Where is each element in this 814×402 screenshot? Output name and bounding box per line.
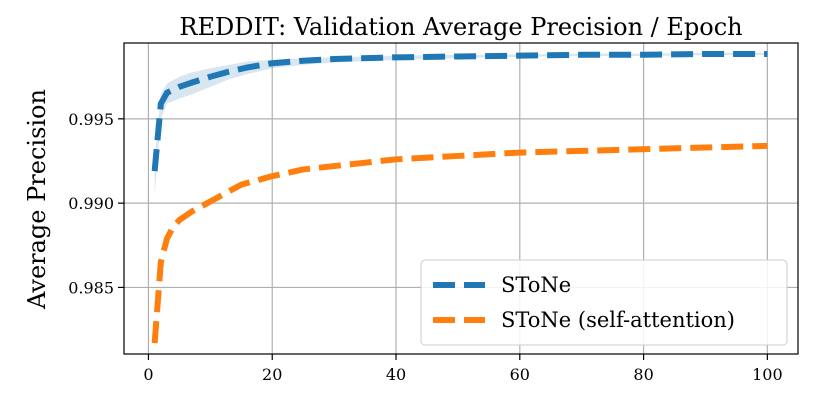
- x-tick-label: 60: [510, 365, 530, 384]
- legend-box: [420, 259, 788, 346]
- x-tick-label: 0: [143, 365, 153, 384]
- x-tick-label: 100: [752, 365, 783, 384]
- y-axis-label: Average Precision: [23, 89, 51, 310]
- y-axis-ticks: 0.985 0.990 0.995: [68, 110, 124, 297]
- series-line-1: [151, 142, 768, 344]
- y-tick-label: 0.985: [68, 278, 114, 297]
- legend: SToNe SToNe (self-attention): [420, 259, 788, 346]
- x-tick-label: 20: [262, 365, 282, 384]
- y-tick-label: 0.990: [68, 194, 114, 213]
- x-tick-label: 40: [386, 365, 406, 384]
- series-lines: [151, 50, 768, 344]
- x-axis-ticks: 0 20 40 60 80 100: [143, 354, 783, 384]
- series-line-0: [151, 50, 768, 172]
- legend-label-stone-self-attention: SToNe (self-attention): [501, 308, 735, 332]
- y-tick-label: 0.995: [68, 110, 114, 129]
- legend-label-stone: SToNe: [501, 273, 571, 297]
- chart-title: REDDIT: Validation Average Precision / E…: [179, 13, 742, 41]
- plot-frame: [123, 42, 799, 355]
- x-tick-label: 80: [633, 365, 653, 384]
